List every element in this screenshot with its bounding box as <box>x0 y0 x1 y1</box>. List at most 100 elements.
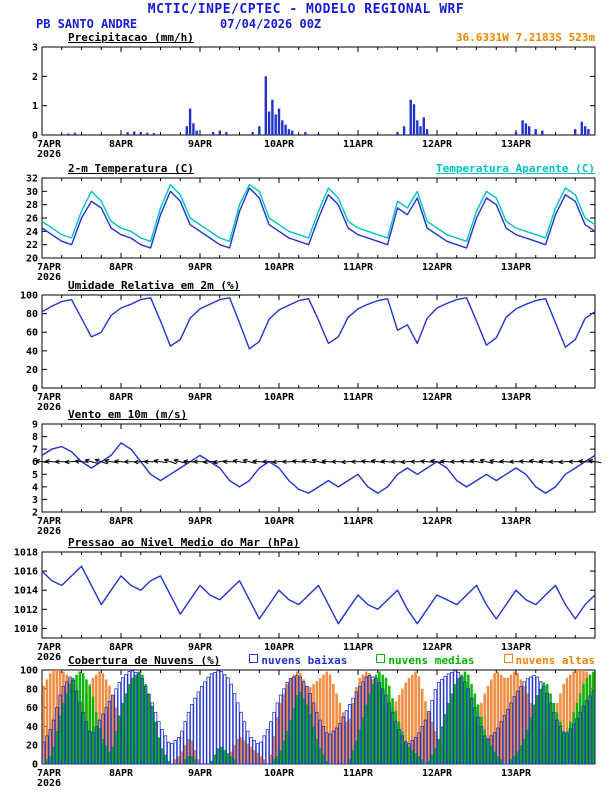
svg-text:8APR: 8APR <box>109 768 134 779</box>
svg-text:20: 20 <box>26 254 38 265</box>
legend-nuvens-baixas: nuvens baixas <box>249 654 347 667</box>
svg-text:28: 28 <box>26 200 38 211</box>
svg-text:9APR: 9APR <box>188 768 213 779</box>
run-datetime: 07/04/2026 00Z <box>220 17 322 31</box>
svg-text:9APR: 9APR <box>188 392 213 403</box>
cloud-high-swatch-icon <box>503 654 513 663</box>
svg-text:10APR: 10APR <box>264 642 295 653</box>
svg-text:8APR: 8APR <box>109 139 134 150</box>
svg-text:8APR: 8APR <box>109 642 134 653</box>
svg-text:7: 7 <box>32 445 38 456</box>
svg-text:2026: 2026 <box>37 149 61 160</box>
svg-text:4: 4 <box>32 482 38 493</box>
model-title: MCTIC/INPE/CPTEC - MODELO REGIONAL WRF <box>147 2 465 17</box>
svg-text:12APR: 12APR <box>422 392 453 403</box>
svg-text:13APR: 13APR <box>501 768 532 779</box>
svg-text:9APR: 9APR <box>188 139 213 150</box>
svg-text:11APR: 11APR <box>343 768 374 779</box>
svg-text:8: 8 <box>32 432 38 443</box>
wind-title: Vento em 10m (m/s) <box>68 408 188 421</box>
svg-text:2026: 2026 <box>37 402 61 413</box>
svg-text:100: 100 <box>20 666 38 677</box>
svg-text:30: 30 <box>26 187 38 198</box>
svg-text:12APR: 12APR <box>422 642 453 653</box>
svg-text:20: 20 <box>26 741 38 752</box>
svg-text:13APR: 13APR <box>501 642 532 653</box>
svg-text:80: 80 <box>26 684 38 695</box>
svg-text:1012: 1012 <box>14 605 38 616</box>
pressure-title: Pressao ao Nivel Medio do Mar (hPa) <box>68 536 300 549</box>
svg-text:2026: 2026 <box>37 778 61 789</box>
apparent-temp-legend: Temperatura Aparente (C) <box>436 162 595 175</box>
svg-text:60: 60 <box>26 703 38 714</box>
station-coords: 36.6331W 7.2183S 523m <box>455 31 595 44</box>
svg-text:2026: 2026 <box>37 652 61 663</box>
svg-text:12APR: 12APR <box>422 262 453 273</box>
svg-text:5: 5 <box>32 470 38 481</box>
svg-text:10APR: 10APR <box>264 262 295 273</box>
svg-text:32: 32 <box>26 174 38 185</box>
precip-title-row: Precipitacao (mm/h) 36.6331W 7.2183S 523… <box>68 31 595 44</box>
svg-text:0: 0 <box>32 131 38 142</box>
svg-text:100: 100 <box>20 291 38 302</box>
svg-text:40: 40 <box>26 722 38 733</box>
svg-text:11APR: 11APR <box>343 516 374 527</box>
svg-text:13APR: 13APR <box>501 392 532 403</box>
svg-text:3: 3 <box>32 495 38 506</box>
svg-text:2: 2 <box>32 508 38 519</box>
legend-nuvens-altas-label: nuvens altas <box>515 654 595 667</box>
cloud-low-swatch-icon <box>249 654 259 663</box>
station-name: PB SANTO ANDRE <box>36 17 138 31</box>
svg-text:13APR: 13APR <box>501 139 532 150</box>
humidity-title: Umidade Relativa em 2m (%) <box>68 279 241 292</box>
legend-nuvens-medias: nuvens medias <box>376 654 475 667</box>
pressure-title-row: Pressao ao Nivel Medio do Mar (hPa) <box>68 536 595 549</box>
svg-text:11APR: 11APR <box>343 262 374 273</box>
svg-text:12APR: 12APR <box>422 516 453 527</box>
svg-text:2: 2 <box>32 72 38 83</box>
humidity-title-row: Umidade Relativa em 2m (%) <box>68 279 595 292</box>
svg-text:0: 0 <box>32 760 38 771</box>
svg-text:12APR: 12APR <box>422 768 453 779</box>
svg-text:10APR: 10APR <box>264 768 295 779</box>
clouds-title-row: Cobertura de Nuvens (%) nuvens baixas nu… <box>68 654 595 667</box>
svg-text:6: 6 <box>32 457 38 468</box>
legend-nuvens-altas: nuvens altas <box>503 654 595 667</box>
svg-text:11APR: 11APR <box>343 642 374 653</box>
svg-text:20: 20 <box>26 365 38 376</box>
svg-text:60: 60 <box>26 328 38 339</box>
svg-text:7APR: 7APR <box>37 642 62 653</box>
svg-text:1018: 1018 <box>14 548 38 559</box>
precip-title: Precipitacao (mm/h) <box>68 31 194 44</box>
svg-text:7APR: 7APR <box>37 262 62 273</box>
svg-text:11APR: 11APR <box>343 392 374 403</box>
temp-title: 2-m Temperatura (C) <box>68 162 194 175</box>
svg-text:7APR: 7APR <box>37 768 62 779</box>
svg-text:2026: 2026 <box>37 272 61 283</box>
temp-title-row: 2-m Temperatura (C) Temperatura Aparente… <box>68 162 595 175</box>
svg-text:12APR: 12APR <box>422 139 453 150</box>
cloud-mid-swatch-icon <box>376 654 386 663</box>
svg-text:1: 1 <box>32 101 38 112</box>
svg-text:0: 0 <box>32 384 38 395</box>
wind-title-row: Vento em 10m (m/s) <box>68 408 595 421</box>
svg-text:7APR: 7APR <box>37 392 62 403</box>
svg-text:26: 26 <box>26 214 38 225</box>
svg-text:10APR: 10APR <box>264 516 295 527</box>
svg-text:8APR: 8APR <box>109 516 134 527</box>
svg-text:9APR: 9APR <box>188 262 213 273</box>
svg-text:7APR: 7APR <box>37 516 62 527</box>
legend-nuvens-baixas-label: nuvens baixas <box>261 654 348 667</box>
svg-text:3: 3 <box>32 43 38 54</box>
svg-text:40: 40 <box>26 346 38 357</box>
svg-text:7APR: 7APR <box>37 139 62 150</box>
svg-text:13APR: 13APR <box>501 516 532 527</box>
svg-text:1010: 1010 <box>14 624 38 635</box>
